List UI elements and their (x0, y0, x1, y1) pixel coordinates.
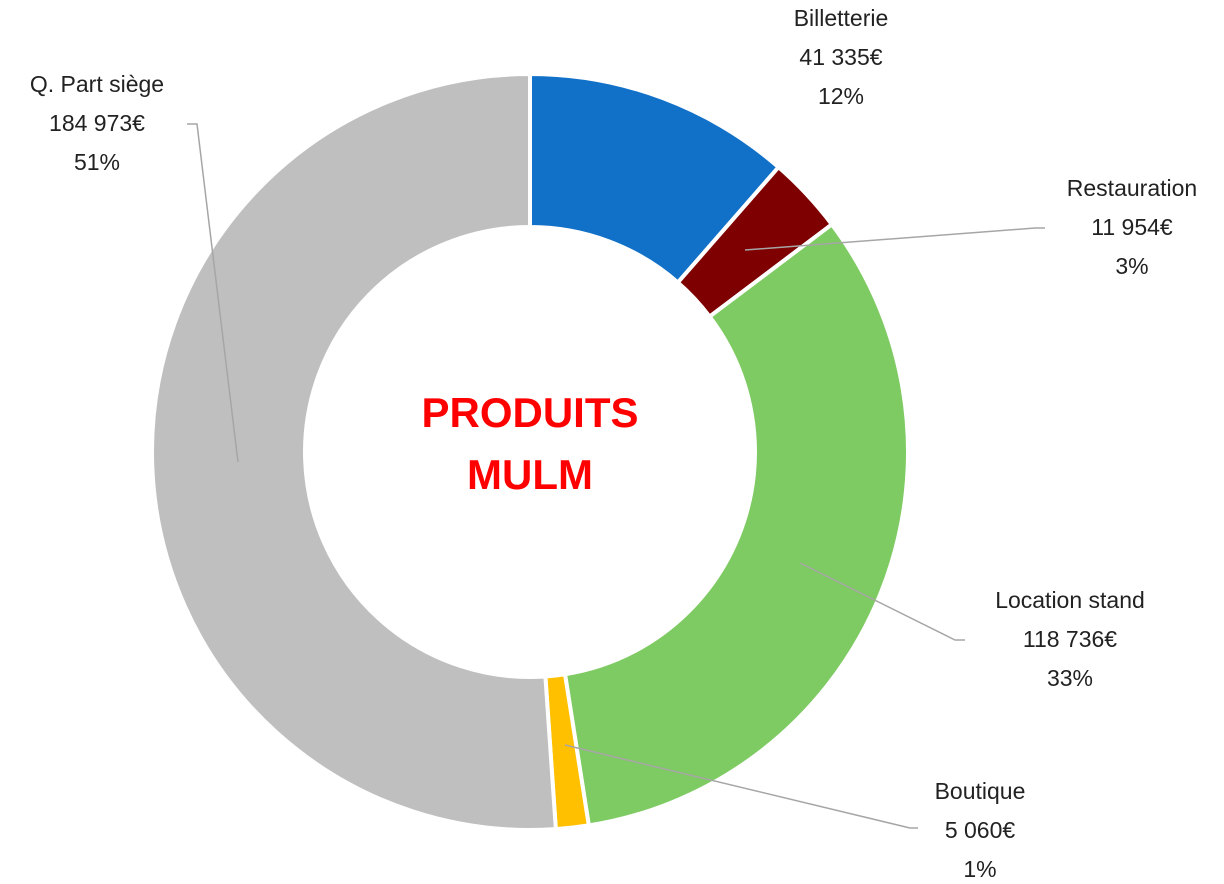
value-label: 41 335€ (799, 44, 882, 70)
percent-label: 3% (1115, 253, 1148, 279)
value-label: 118 736€ (1023, 626, 1117, 652)
value-label: 5 060€ (945, 817, 1016, 843)
percent-label: 12% (818, 83, 864, 109)
percent-label: 33% (1047, 665, 1093, 691)
value-label: 184 973€ (49, 110, 145, 136)
category-label: Location stand (995, 587, 1145, 613)
donut-slice (150, 71, 558, 832)
leader-line (187, 123, 239, 463)
donut-slice (562, 221, 910, 828)
percent-label: 51% (74, 149, 120, 175)
category-label: Billetterie (794, 5, 889, 31)
percent-label: 1% (963, 856, 996, 882)
category-label: Boutique (935, 778, 1026, 804)
leader-line (744, 227, 1045, 251)
chart-title: PRODUITS MULM (421, 389, 639, 498)
category-label: Q. Part siège (30, 71, 164, 97)
leader-line (564, 744, 918, 829)
category-label: Restauration (1067, 175, 1197, 201)
value-label: 11 954€ (1091, 214, 1173, 240)
leader-line (799, 562, 965, 641)
